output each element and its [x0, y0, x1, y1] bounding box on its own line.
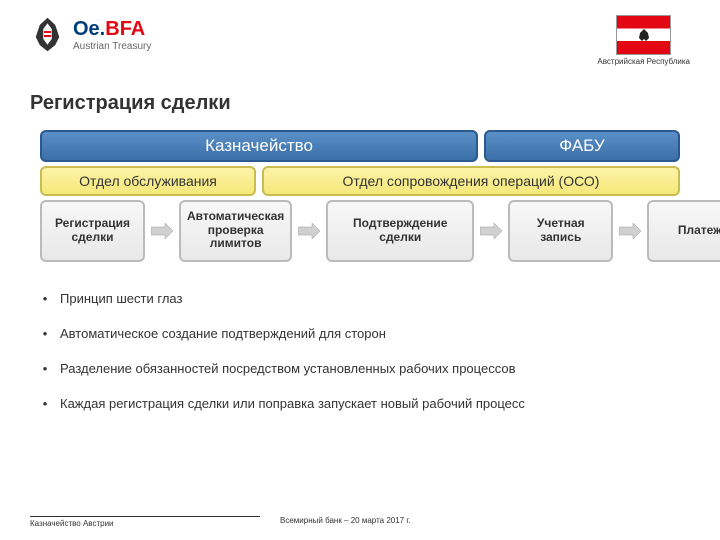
- logo-subtitle: Austrian Treasury: [73, 41, 151, 52]
- logo-bfa: BFA: [105, 18, 145, 40]
- flag-label: Австрийская Республика: [597, 57, 690, 67]
- logo-text: Oe.BFA Austrian Treasury: [73, 18, 151, 52]
- bullet-text: Каждая регистрация сделки или поправка з…: [60, 396, 690, 411]
- eagle-icon: [30, 15, 65, 55]
- box-treasury: Казначейство: [40, 130, 478, 162]
- box-payment: Платеж: [647, 200, 720, 262]
- arrow-icon: [298, 223, 320, 239]
- list-item: • Автоматическое создание подтверждений …: [30, 326, 690, 341]
- bullet-icon: •: [30, 326, 60, 341]
- footer-center: Всемирный банк – 20 марта 2017 г.: [260, 516, 690, 528]
- list-item: • Разделение обязанностей посредством ус…: [30, 361, 690, 376]
- bullet-icon: •: [30, 361, 60, 376]
- box-auto-check: Автоматическая проверка лимитов: [179, 200, 292, 262]
- box-oso-dept: Отдел сопровождения операций (ОСО): [262, 166, 680, 196]
- footer-left: Казначейство Австрии: [30, 516, 260, 528]
- arrow-icon: [480, 223, 502, 239]
- header: Oe.BFA Austrian Treasury Австрийская Рес…: [0, 0, 720, 72]
- arrow-icon: [151, 223, 173, 239]
- logo-block: Oe.BFA Austrian Treasury: [30, 15, 151, 55]
- bullet-text: Принцип шести глаз: [60, 291, 690, 306]
- bullet-icon: •: [30, 396, 60, 411]
- box-service-dept: Отдел обслуживания: [40, 166, 256, 196]
- austria-flag-icon: [616, 15, 671, 55]
- workflow-diagram: Казначейство ФАБУ Отдел обслуживания Отд…: [0, 130, 720, 262]
- logo-oe: Oe.: [73, 18, 105, 40]
- bullet-list: • Принцип шести глаз • Автоматическое со…: [0, 266, 720, 411]
- flag-block: Австрийская Республика: [597, 15, 690, 67]
- box-confirmation: Подтверждение сделки: [326, 200, 474, 262]
- box-fabu: ФАБУ: [484, 130, 680, 162]
- list-item: • Принцип шести глаз: [30, 291, 690, 306]
- arrow-icon: [619, 223, 641, 239]
- list-item: • Каждая регистрация сделки или поправка…: [30, 396, 690, 411]
- box-account: Учетная запись: [508, 200, 613, 262]
- footer: Казначейство Австрии Всемирный банк – 20…: [0, 516, 720, 528]
- bullet-text: Автоматическое создание подтверждений дл…: [60, 326, 690, 341]
- bullet-icon: •: [30, 291, 60, 306]
- bullet-text: Разделение обязанностей посредством уста…: [60, 361, 690, 376]
- page-title: Регистрация сделки: [0, 72, 720, 130]
- box-registration: Регистрация сделки: [40, 200, 145, 262]
